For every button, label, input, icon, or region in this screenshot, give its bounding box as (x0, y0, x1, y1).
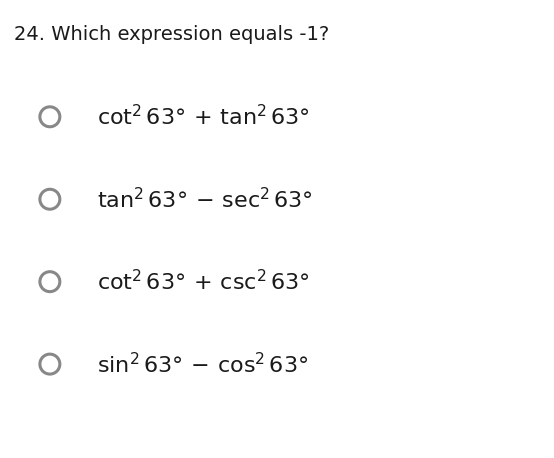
Text: 24. Which expression equals -1?: 24. Which expression equals -1? (14, 25, 329, 44)
Text: $\mathregular{tan}^2\,63°\,-\,\mathregular{sec}^2\,63°$: $\mathregular{tan}^2\,63°\,-\,\mathregul… (97, 186, 313, 212)
Text: $\mathregular{cot}^2\,63°\,+\,\mathregular{tan}^2\,63°$: $\mathregular{cot}^2\,63°\,+\,\mathregul… (97, 104, 310, 130)
Text: $\mathregular{cot}^2\,63°\,+\,\mathregular{csc}^2\,63°$: $\mathregular{cot}^2\,63°\,+\,\mathregul… (97, 269, 310, 294)
Text: $\mathregular{sin}^2\,63°\,-\,\mathregular{cos}^2\,63°$: $\mathregular{sin}^2\,63°\,-\,\mathregul… (97, 351, 308, 377)
